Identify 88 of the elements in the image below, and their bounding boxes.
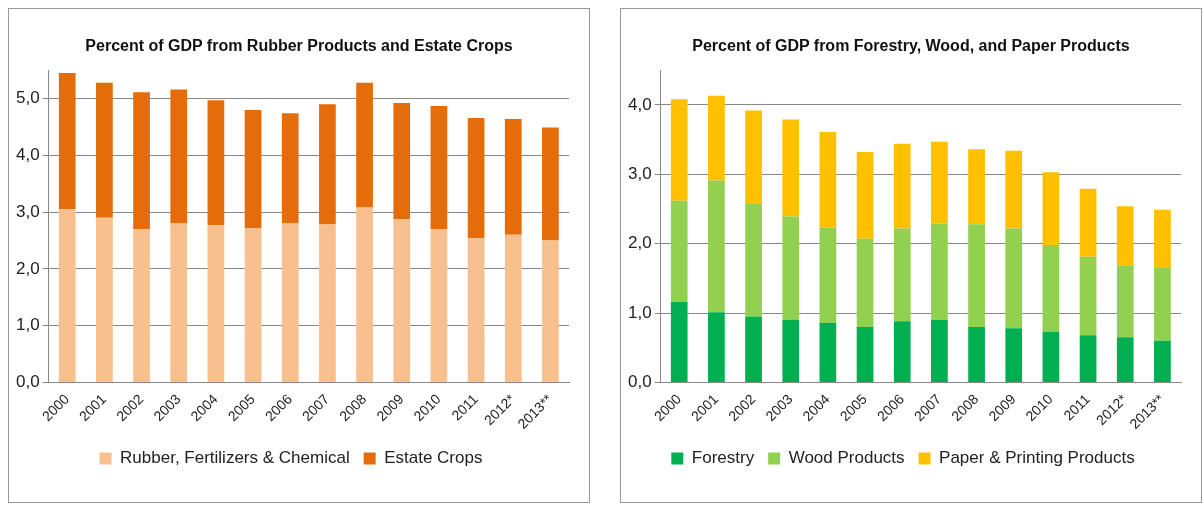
chart-title: Percent of GDP from Rubber Products and Estate Crops [84,36,514,56]
bar [356,207,373,382]
bar [356,82,373,208]
bar [856,238,874,327]
bar [931,319,948,382]
bar [745,204,762,317]
y-tick-label: 1,0 [15,315,40,335]
y-tick-label: 4,0 [627,94,652,114]
bar [1005,150,1023,229]
bar [856,152,874,239]
bar [467,117,485,239]
bar [931,223,948,320]
legend-label: Estate Crops [384,448,483,468]
legend-label: Forestry [691,448,755,468]
bar [670,200,688,302]
bar [819,322,837,382]
y-tick-label: 3,0 [15,201,40,221]
bar [244,228,262,382]
bar [393,103,411,219]
bar [745,316,762,382]
bar [58,73,76,210]
bar [708,180,725,313]
bar [670,301,688,382]
bar [782,119,800,217]
bar [170,223,188,382]
bar [207,100,225,226]
bar [1116,337,1134,382]
bar [244,109,262,228]
bar [96,82,113,218]
bar [319,224,336,382]
bar [856,326,874,382]
bar [96,217,113,382]
bar [1042,172,1060,246]
bar [782,319,800,382]
bar [1042,245,1060,332]
bar [1079,188,1097,257]
bar [1154,340,1171,382]
bar [133,92,150,230]
bar [542,240,559,382]
bar [393,218,411,382]
bar [1154,209,1171,268]
bar [1079,335,1097,382]
bar [782,216,800,320]
y-tick-label: 0,0 [15,372,40,392]
bar [1154,267,1171,341]
bar [542,127,559,241]
bar [1116,265,1134,338]
bar [504,234,522,382]
bar [170,89,188,224]
legend-label: Wood Products [788,448,905,468]
bar [931,141,948,224]
bar [819,131,837,228]
bar [893,143,911,229]
bar [968,326,985,382]
bar [58,209,76,382]
legend-label: Rubber, Fertilizers & Chemical [120,448,350,468]
bar [467,238,485,382]
bar [968,149,985,225]
legend-label: Paper & Printing Products [939,448,1135,468]
y-tick-label: 2,0 [627,233,652,253]
y-tick-label: 2,0 [15,258,40,278]
bar [893,321,911,382]
bar [1005,328,1023,382]
bar [1005,228,1023,329]
bar [1116,206,1134,266]
bar [430,229,448,382]
bar [1079,256,1097,336]
bar [504,119,522,235]
y-tick-label: 4,0 [15,145,40,165]
y-tick-label: 0,0 [627,372,652,392]
y-tick-label: 1,0 [627,302,652,322]
bar [708,95,725,181]
bar [1042,331,1060,382]
bar [281,113,299,224]
bar [968,224,985,327]
bar [745,110,762,205]
bar [430,105,448,230]
bar [133,229,150,382]
y-tick-label: 3,0 [627,163,652,183]
y-tick-label: 5,0 [15,88,40,108]
chart-title: Percent of GDP from Forestry, Wood, and Paper Products [691,36,1131,56]
bar [708,312,725,382]
bar [670,99,688,201]
bar [819,227,837,323]
bar [319,104,336,225]
bar [207,225,225,382]
bar [281,223,299,382]
bar [893,228,911,322]
